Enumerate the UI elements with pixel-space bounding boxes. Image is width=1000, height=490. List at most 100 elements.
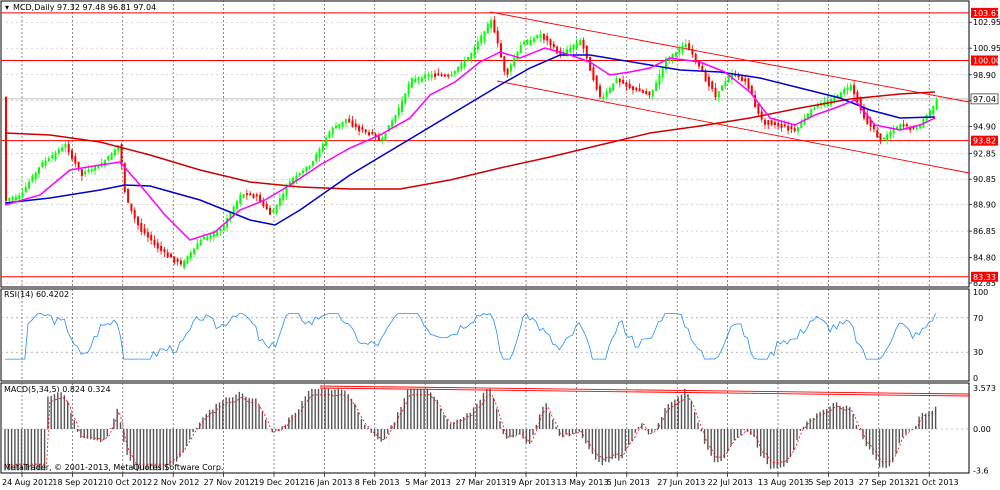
- candle-body: [790, 126, 793, 130]
- symbol-title: MCD,Daily: [13, 3, 55, 12]
- candle-body: [90, 169, 93, 172]
- candle-body: [311, 161, 314, 166]
- candle-body: [272, 210, 275, 213]
- candle-body: [566, 49, 568, 56]
- candle-body: [84, 171, 87, 175]
- candle-body: [18, 195, 21, 200]
- time-axis: 24 Aug 2012 18 Sep 2012 10 Oct 2012 2 Nov 2…: [2, 473, 959, 487]
- candle-body: [51, 155, 54, 159]
- candle-body: [582, 39, 585, 49]
- candle-body: [750, 85, 753, 95]
- candle-body: [255, 194, 258, 197]
- candle-body: [127, 188, 130, 203]
- candle-body: [74, 156, 77, 164]
- candle-body: [783, 124, 786, 127]
- candle-body: [539, 34, 542, 39]
- candle-body: [869, 120, 872, 127]
- candle-body: [476, 41, 479, 50]
- candle-body: [11, 196, 14, 201]
- candle-body: [64, 143, 67, 148]
- candle-body: [915, 127, 918, 130]
- candle-body: [599, 85, 601, 97]
- candle-body: [5, 96, 7, 201]
- candle-body: [863, 107, 865, 119]
- candle-body: [836, 94, 839, 98]
- candle-body: [681, 45, 684, 52]
- candle-body: [595, 75, 598, 90]
- candle-body: [698, 60, 700, 67]
- candle-body: [166, 252, 169, 258]
- candle-body: [714, 87, 717, 98]
- rsi-tick-label: 100: [973, 288, 988, 297]
- candle-body: [787, 125, 790, 131]
- level-price-tag: [971, 135, 998, 146]
- candle-body: [773, 122, 776, 125]
- ma-slow-line: [4, 91, 936, 190]
- candle-body: [338, 123, 341, 128]
- rsi-series-line: [5, 312, 936, 360]
- macd-title: MACD(5,34,5) 0.824 0.324: [4, 385, 111, 394]
- candle-body: [902, 124, 905, 127]
- macd-panel-frame: [0, 382, 970, 474]
- candle-body: [14, 196, 17, 201]
- candle-body: [701, 65, 704, 72]
- candle-body: [183, 260, 186, 268]
- candle-body: [358, 125, 361, 132]
- candle-body: [909, 126, 912, 131]
- candle-body: [651, 89, 654, 97]
- candle-body: [222, 224, 225, 231]
- candle-body: [123, 163, 126, 193]
- candle-body: [38, 167, 40, 174]
- candle-body: [575, 42, 578, 49]
- candle-body: [533, 38, 535, 42]
- candle-body: [892, 128, 895, 134]
- candle-body: [189, 252, 192, 259]
- time-tick-label: 27 Jun 2013: [657, 478, 705, 487]
- candle-body: [876, 130, 879, 138]
- candle-body: [325, 137, 328, 146]
- candle-body: [496, 30, 499, 44]
- symbol-dropdown-icon[interactable]: ▾: [5, 3, 9, 12]
- candle-body: [354, 123, 357, 127]
- candle-body: [899, 123, 902, 130]
- candle-body: [684, 44, 687, 48]
- candle-body: [176, 258, 179, 262]
- candle-body: [671, 53, 674, 60]
- candle-body: [612, 83, 615, 91]
- candle-body: [668, 57, 671, 62]
- candle-body: [292, 177, 295, 184]
- candle-body: [919, 124, 922, 129]
- candle-body: [282, 193, 285, 201]
- candle-body: [245, 193, 248, 196]
- macd-trend-line: [319, 387, 970, 397]
- ohlc-values: 97.32 97.48 96.81 97.04: [57, 3, 156, 12]
- candle-body: [193, 248, 196, 255]
- candle-body: [130, 203, 133, 211]
- candle-body: [242, 194, 245, 198]
- candle-body: [793, 128, 796, 132]
- candle-body: [57, 149, 60, 154]
- candle-body: [44, 160, 47, 166]
- candle-body: [351, 120, 354, 127]
- candle-body: [384, 132, 387, 141]
- candle-body: [364, 129, 367, 133]
- candle-body: [226, 218, 229, 228]
- candle-body: [404, 93, 407, 104]
- candle-body: [146, 232, 149, 238]
- candle-body: [932, 105, 935, 115]
- candle-body: [764, 119, 766, 125]
- candle-body: [694, 53, 697, 60]
- candle-body: [846, 87, 849, 91]
- candle-body: [526, 40, 529, 45]
- candle-body: [31, 175, 34, 182]
- candle-body: [104, 160, 106, 167]
- candle-body: [810, 109, 813, 118]
- candle-body: [368, 132, 370, 136]
- candle-body: [219, 228, 222, 231]
- candle-body: [443, 74, 446, 77]
- candle-body: [727, 76, 730, 83]
- candle-body: [688, 43, 691, 51]
- time-tick-label: 27 Nov 2012: [204, 478, 255, 487]
